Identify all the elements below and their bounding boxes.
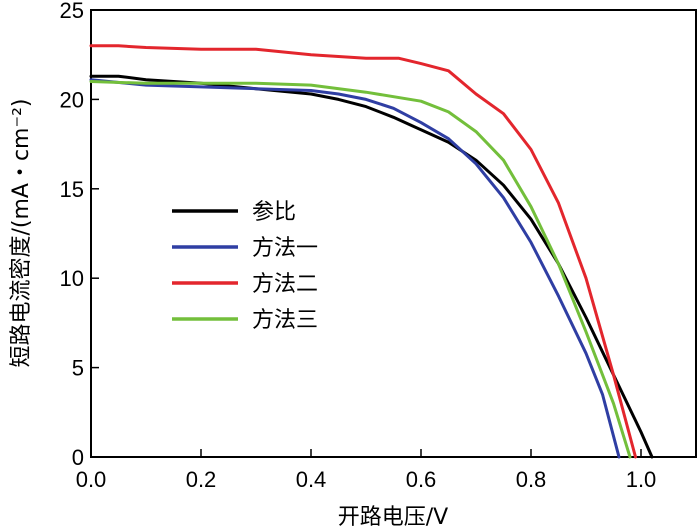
y-tick-label: 10	[60, 266, 84, 291]
y-axis-label: 短路电流密度/(mA・cm⁻²)	[9, 98, 34, 367]
series-line-1	[89, 74, 654, 459]
legend-label-2: 方法一	[252, 236, 318, 261]
y-tick-label: 15	[60, 177, 84, 202]
y-tick-label: 25	[60, 0, 84, 23]
plot-frame	[90, 9, 697, 458]
series-line-2	[89, 78, 621, 459]
legend-label-1: 参比	[252, 200, 296, 225]
legend-label-3: 方法二	[252, 272, 318, 297]
series-line-4	[89, 80, 632, 459]
x-tick-label: 0.4	[296, 467, 327, 492]
x-tick-label: 0.8	[516, 467, 547, 492]
y-tick-label: 0	[72, 445, 84, 470]
x-tick-label: 0.0	[76, 467, 107, 492]
series-line-3	[89, 44, 637, 459]
x-axis-label: 开路电压/V	[338, 505, 448, 530]
x-tick-label: 0.6	[406, 467, 437, 492]
x-tick-label: 0.2	[186, 467, 217, 492]
x-tick-label: 1.0	[626, 467, 657, 492]
legend-label-4: 方法三	[252, 308, 318, 333]
y-tick-label: 20	[60, 87, 84, 112]
y-tick-label: 5	[72, 356, 84, 381]
